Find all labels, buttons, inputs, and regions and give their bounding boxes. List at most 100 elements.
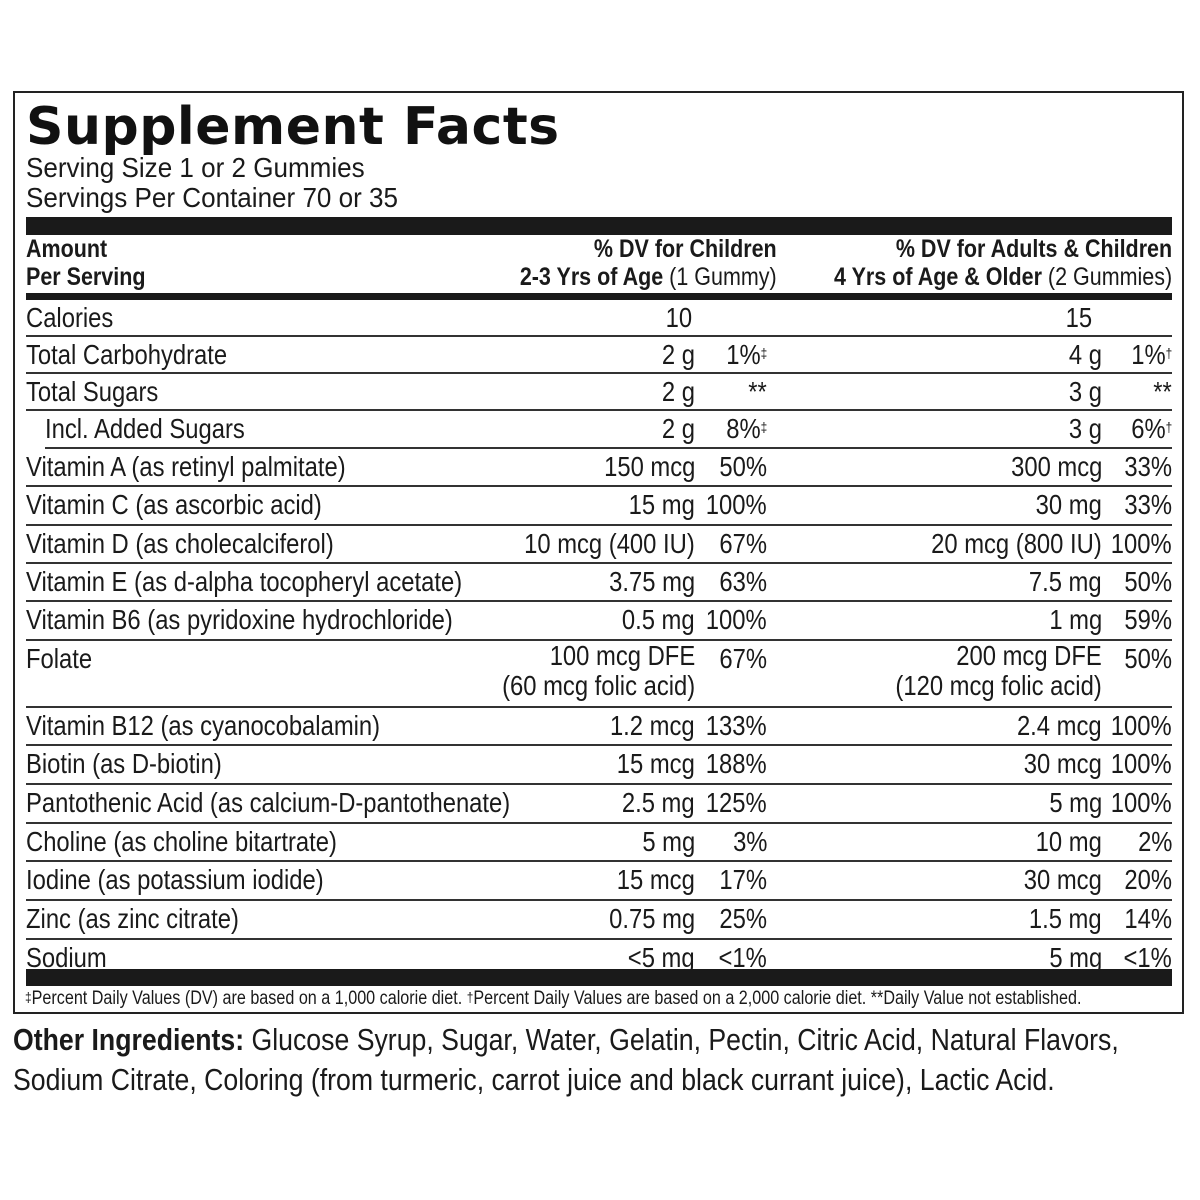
- dagger-mark: †: [466, 989, 474, 1005]
- adults-amount: 4 g: [1068, 339, 1102, 370]
- table-row: Folate 100 mcg DFE (60 mcg folic acid) 67% 2…: [26, 641, 1172, 708]
- other-ingredients-text: Glucose Syrup, Sugar, Water, Gelatin, Pe…: [13, 1022, 1119, 1097]
- panel-title: Supplement Facts: [26, 97, 560, 157]
- children-dv: <1%: [718, 942, 767, 973]
- adults-amount-detail: (120 mcg folic acid): [895, 670, 1102, 701]
- adults-amount: 30 mcg: [1023, 864, 1102, 895]
- children-dv: 1%‡: [725, 339, 767, 370]
- adults-amount: 3 g: [1068, 413, 1102, 444]
- adults-amount: 300 mcg: [1010, 451, 1102, 482]
- children-serving-label: (1 Gummy): [663, 263, 777, 291]
- children-age-label: 2-3 Yrs of Age: [520, 263, 664, 291]
- children-amount: 5 mg: [642, 826, 695, 857]
- nutrient-name: Folate: [26, 643, 93, 674]
- adults-dv: 50%: [1124, 566, 1172, 597]
- children-amount: 2 g: [661, 339, 695, 370]
- children-amount: 10: [665, 302, 692, 333]
- nutrient-name: Total Sugars: [26, 376, 159, 407]
- adults-amount: 30 mcg: [1023, 748, 1102, 779]
- amount-per-serving-header: Amount Per Serving: [26, 235, 145, 291]
- serving-size: Serving Size 1 or 2 Gummies: [26, 152, 365, 183]
- adults-age-label: 4 Yrs of Age & Older: [833, 263, 1042, 291]
- nutrient-name: Vitamin A (as retinyl palmitate): [26, 451, 346, 482]
- table-row: Sodium <5 mg <1% 5 mg <1%: [26, 940, 1172, 973]
- adults-amount: 5 mg: [1049, 942, 1102, 973]
- supplement-facts-panel: Supplement Facts Serving Size 1 or 2 Gum…: [13, 91, 1184, 1014]
- adults-amount: 1 mg: [1049, 604, 1102, 635]
- children-dv: 188%: [706, 748, 767, 779]
- children-amount: 0.75 mg: [609, 903, 695, 934]
- children-amount: 3.75 mg: [609, 566, 695, 597]
- adults-amount: 1.5 mg: [1029, 903, 1102, 934]
- nutrient-name: Choline (as choline bitartrate): [26, 826, 337, 857]
- children-dv: 100%: [706, 489, 767, 520]
- nutrient-name: Sodium: [26, 942, 107, 973]
- children-dv: 3%: [732, 826, 767, 857]
- children-dv-header: % DV for Children 2-3 Yrs of Age (1 Gumm…: [520, 235, 777, 291]
- nutrient-name: Pantothenic Acid (as calcium-D-pantothen…: [26, 787, 511, 818]
- children-dv-title: % DV for Children: [594, 235, 777, 263]
- adults-amount: 20 mcg (800 IU): [931, 528, 1102, 559]
- adults-amount: 10 mg: [1035, 826, 1102, 857]
- children-dv: 50%: [719, 451, 767, 482]
- adults-amount: 5 mg: [1049, 787, 1102, 818]
- table-row: Total Carbohydrate 2 g 1%‡ 4 g 1%†: [26, 337, 1172, 374]
- children-dv: 100%: [706, 604, 767, 635]
- other-ingredients: Other Ingredients: Glucose Syrup, Sugar,…: [13, 1020, 1157, 1100]
- children-amount-detail: (60 mcg folic acid): [501, 670, 695, 701]
- table-row: Total Sugars 2 g ** 3 g **: [26, 374, 1172, 411]
- adults-amount: 2.4 mcg: [1017, 710, 1102, 741]
- children-amount: 15 mcg: [616, 864, 695, 895]
- children-amount: 0.5 mg: [622, 604, 695, 635]
- children-amount: 15 mg: [628, 489, 695, 520]
- adults-dv: 50%: [1124, 643, 1172, 674]
- table-row: Vitamin C (as ascorbic acid) 15 mg 100% 30 …: [26, 487, 1172, 526]
- nutrient-name: Vitamin B6 (as pyridoxine hydrochloride): [26, 604, 453, 635]
- nutrient-name: Incl. Added Sugars: [45, 413, 245, 444]
- adults-dv: 6%†: [1130, 413, 1172, 444]
- children-dv: 17%: [719, 864, 767, 895]
- footnote-mark: †: [1165, 419, 1172, 435]
- adults-dv: 1%†: [1130, 339, 1172, 370]
- nutrient-name: Vitamin C (as ascorbic acid): [26, 489, 322, 520]
- footnote-mark: †: [1165, 345, 1172, 361]
- adults-amount: 3 g: [1068, 376, 1102, 407]
- heavy-divider-top: [26, 217, 1172, 235]
- nutrient-name: Vitamin E (as d-alpha tocopheryl acetate…: [26, 566, 463, 597]
- medium-divider: [26, 293, 1172, 300]
- nutrient-name: Zinc (as zinc citrate): [26, 903, 239, 934]
- table-row: Vitamin A (as retinyl palmitate) 150 mcg 5…: [26, 449, 1172, 487]
- adults-dv: <1%: [1123, 942, 1172, 973]
- children-dv: 133%: [706, 710, 767, 741]
- double-dagger-mark: ‡: [25, 989, 32, 1005]
- footnote-1000-calorie: Percent Daily Values (DV) are based on a…: [31, 988, 467, 1009]
- adults-dv: 100%: [1111, 787, 1172, 818]
- adults-dv: **: [1153, 376, 1172, 407]
- adults-dv: 33%: [1124, 489, 1172, 520]
- children-amount: 100 mcg DFE (60 mcg folic acid): [501, 640, 695, 701]
- footnote-2000-calorie: Percent Daily Values are based on a 2,00…: [473, 988, 1082, 1009]
- children-amount: 150 mcg: [603, 451, 695, 482]
- table-row: Calories 10 15: [26, 300, 1172, 337]
- adults-dv-header: % DV for Adults & Children 4 Yrs of Age …: [834, 235, 1172, 291]
- servings-per-container: Servings Per Container 70 or 35: [26, 182, 398, 213]
- table-row: Vitamin B12 (as cyanocobalamin) 1.2 mcg 13…: [26, 708, 1172, 746]
- adults-serving-label: (2 Gummies): [1041, 263, 1172, 291]
- adults-dv: 33%: [1124, 451, 1172, 482]
- table-row: Choline (as choline bitartrate) 5 mg 3% 10 …: [26, 824, 1172, 862]
- adults-dv: 100%: [1111, 710, 1172, 741]
- children-dv: 67%: [719, 528, 767, 559]
- nutrient-name: Iodine (as potassium iodide): [26, 864, 324, 895]
- nutrient-name: Total Carbohydrate: [26, 339, 228, 370]
- children-dv: **: [748, 376, 767, 407]
- amount-label: Amount: [26, 235, 108, 263]
- adults-amount: 15: [1065, 302, 1092, 333]
- table-row: Vitamin E (as d-alpha tocopheryl acetate…: [26, 564, 1172, 602]
- table-row: Biotin (as D-biotin) 15 mcg 188% 30 mcg 100%: [26, 746, 1172, 785]
- children-dv: 25%: [719, 903, 767, 934]
- children-amount: 2.5 mg: [622, 787, 695, 818]
- nutrient-name: Biotin (as D-biotin): [26, 748, 222, 779]
- children-amount: 2 g: [661, 376, 695, 407]
- footnote-mark: ‡: [760, 419, 767, 435]
- table-row: Iodine (as potassium iodide) 15 mcg 17% 30 …: [26, 862, 1172, 901]
